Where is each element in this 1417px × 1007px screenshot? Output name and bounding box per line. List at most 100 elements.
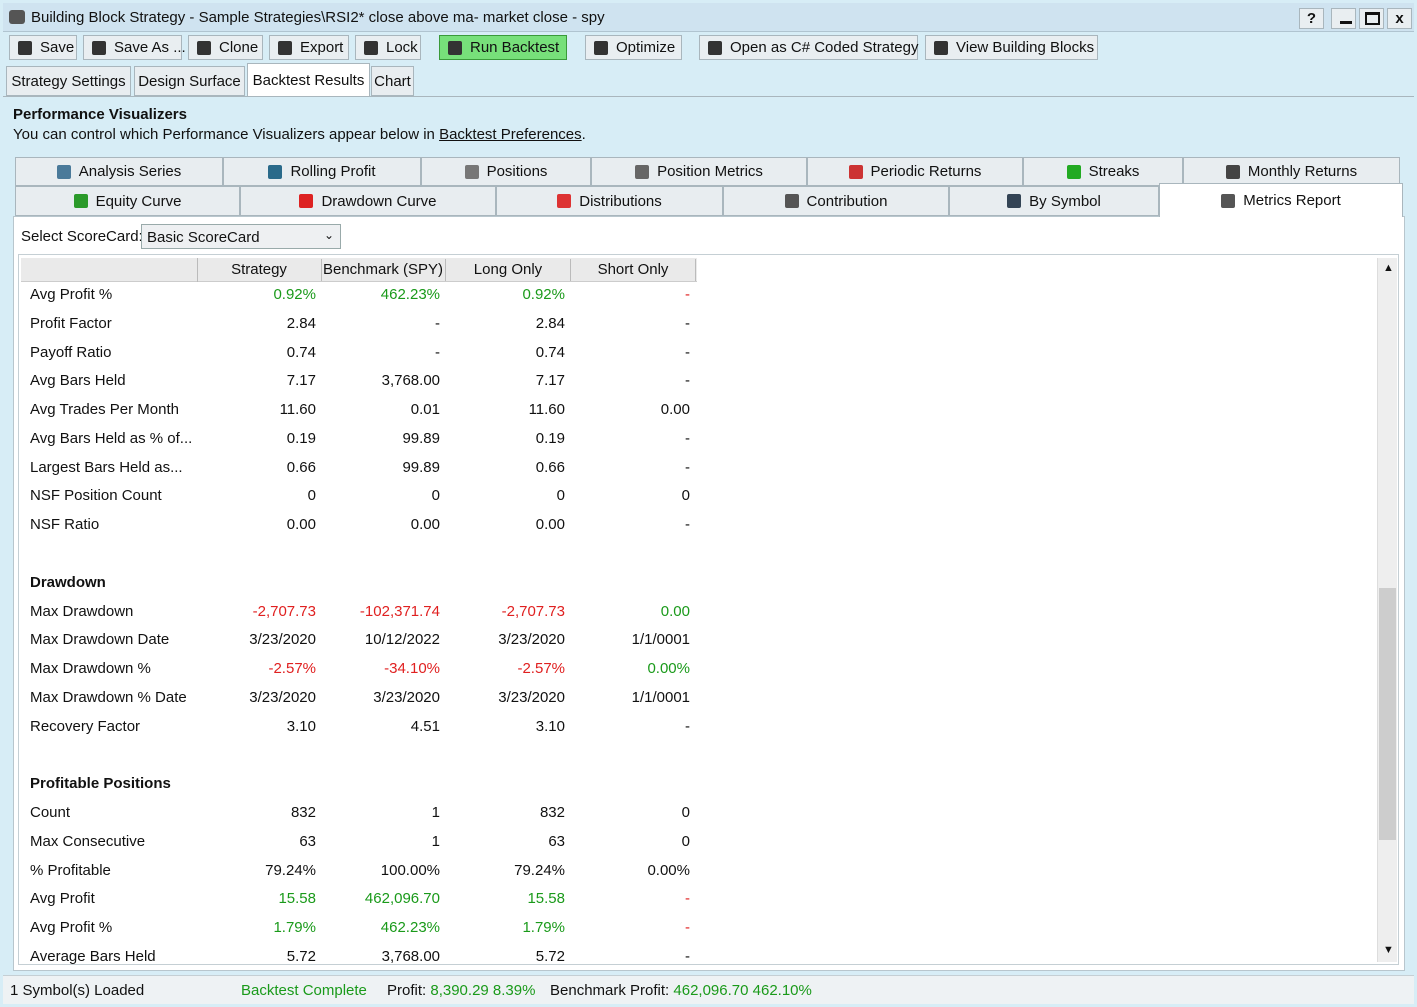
metric-value: - — [571, 888, 690, 910]
metric-value: 100.00% — [321, 860, 440, 882]
header-title: Performance Visualizers — [13, 106, 187, 123]
metric-value: -2,707.73 — [197, 601, 316, 623]
status-benchmark: Benchmark Profit: 462,096.70 462.10% — [550, 982, 812, 999]
metric-value: - — [571, 917, 690, 939]
scroll-up[interactable]: ▲ — [1383, 262, 1394, 274]
icon — [849, 165, 863, 179]
icon — [708, 41, 722, 55]
status-state: Backtest Complete — [241, 982, 367, 999]
tab[interactable]: Backtest Results — [247, 63, 370, 97]
column-header: Benchmark (SPY) — [321, 259, 446, 281]
row-label: Max Drawdown — [30, 601, 133, 623]
metric-value: 1 — [321, 831, 440, 853]
tab[interactable]: Chart — [371, 66, 414, 96]
metric-value: 5.72 — [446, 946, 565, 965]
metric-value: -2.57% — [446, 658, 565, 680]
visualizer-tab[interactable]: Metrics Report — [1159, 183, 1403, 217]
metric-value: -102,371.74 — [321, 601, 440, 623]
scrollbar[interactable]: ▲ ▼ — [1377, 258, 1397, 962]
metric-value: 0 — [446, 485, 565, 507]
row-label: NSF Position Count — [30, 485, 162, 507]
metric-value: - — [571, 946, 690, 965]
row-label: Max Consecutive — [30, 831, 145, 853]
icon — [1007, 194, 1021, 208]
section-header: Drawdown — [30, 572, 106, 594]
toolbar-button[interactable]: Lock — [355, 35, 421, 60]
metric-value: -34.10% — [321, 658, 440, 680]
toolbar-button[interactable]: View Building Blocks — [925, 35, 1098, 60]
icon — [278, 41, 292, 55]
preferences-link[interactable]: Backtest Preferences — [439, 126, 582, 143]
metric-value: - — [571, 284, 690, 306]
metric-value: 3/23/2020 — [321, 687, 440, 709]
toolbar-button[interactable]: Save As ... — [83, 35, 182, 60]
visualizer-tab[interactable]: Contribution — [723, 186, 949, 216]
icon — [1226, 165, 1240, 179]
window-title: Building Block Strategy - Sample Strateg… — [31, 9, 605, 26]
metric-value: 0.00% — [571, 860, 690, 882]
row-label: Max Drawdown % — [30, 658, 151, 680]
visualizer-tab[interactable]: Monthly Returns — [1183, 157, 1400, 186]
icon — [299, 194, 313, 208]
toolbar-button[interactable]: Optimize — [585, 35, 682, 60]
metric-value: 0.00 — [321, 514, 440, 536]
metric-value: - — [571, 716, 690, 738]
row-label: Profit Factor — [30, 313, 112, 335]
status-profit: Profit: 8,390.29 8.39% — [387, 982, 535, 999]
metric-value: - — [571, 313, 690, 335]
metric-value: 0 — [197, 485, 316, 507]
metric-value: 7.17 — [446, 370, 565, 392]
metric-value: 99.89 — [321, 457, 440, 479]
scorecard-select[interactable]: Basic ScoreCard⌄ — [141, 224, 341, 249]
visualizer-tab[interactable]: By Symbol — [949, 186, 1159, 216]
icon — [92, 41, 106, 55]
metric-value: 0 — [321, 485, 440, 507]
toolbar-button[interactable]: Clone — [188, 35, 263, 60]
visualizer-tab[interactable]: Positions — [421, 157, 591, 186]
metric-value: 0.92% — [446, 284, 565, 306]
toolbar-button[interactable]: Open as C# Coded Strategy — [699, 35, 918, 60]
icon — [785, 194, 799, 208]
tab[interactable]: Strategy Settings — [6, 66, 131, 96]
icon — [465, 165, 479, 179]
visualizer-tab[interactable]: Streaks — [1023, 157, 1183, 186]
status-symbols: 1 Symbol(s) Loaded — [10, 982, 144, 999]
row-label: Payoff Ratio — [30, 342, 111, 364]
icon — [74, 194, 88, 208]
metric-value: 79.24% — [197, 860, 316, 882]
toolbar-button[interactable]: Save — [9, 35, 77, 60]
icon — [57, 165, 71, 179]
maximize-button[interactable] — [1359, 8, 1384, 29]
visualizer-tab[interactable]: Periodic Returns — [807, 157, 1023, 186]
visualizer-tab[interactable]: Drawdown Curve — [240, 186, 496, 216]
minimize-button[interactable] — [1331, 8, 1356, 29]
metric-value: 0.66 — [197, 457, 316, 479]
tab[interactable]: Design Surface — [134, 66, 245, 96]
metrics-grid: ▲ ▼ StrategyBenchmark (SPY)Long OnlyShor… — [18, 254, 1399, 965]
icon — [18, 41, 32, 55]
visualizer-tab[interactable]: Rolling Profit — [223, 157, 421, 186]
scroll-down[interactable]: ▼ — [1383, 944, 1394, 956]
scroll-thumb[interactable] — [1379, 588, 1396, 840]
row-label: Avg Profit — [30, 888, 95, 910]
row-label: Avg Profit % — [30, 284, 112, 306]
metric-value: 15.58 — [446, 888, 565, 910]
metric-value: 79.24% — [446, 860, 565, 882]
row-label: Count — [30, 802, 70, 824]
metric-value: 3,768.00 — [321, 370, 440, 392]
visualizer-tab[interactable]: Position Metrics — [591, 157, 807, 186]
metric-value: 462,096.70 — [321, 888, 440, 910]
toolbar-button[interactable]: Export — [269, 35, 349, 60]
help-button[interactable]: ? — [1299, 8, 1324, 29]
metric-value: - — [321, 313, 440, 335]
visualizer-tab[interactable]: Analysis Series — [15, 157, 223, 186]
row-label: NSF Ratio — [30, 514, 99, 536]
visualizer-tab[interactable]: Equity Curve — [15, 186, 240, 216]
toolbar-button[interactable]: Run Backtest — [439, 35, 567, 60]
icon — [594, 41, 608, 55]
metric-value: 0.00% — [571, 658, 690, 680]
metric-value: 0.01 — [321, 399, 440, 421]
row-label: Avg Bars Held as % of... — [30, 428, 192, 450]
visualizer-tab[interactable]: Distributions — [496, 186, 723, 216]
close-button[interactable]: x — [1387, 8, 1412, 29]
